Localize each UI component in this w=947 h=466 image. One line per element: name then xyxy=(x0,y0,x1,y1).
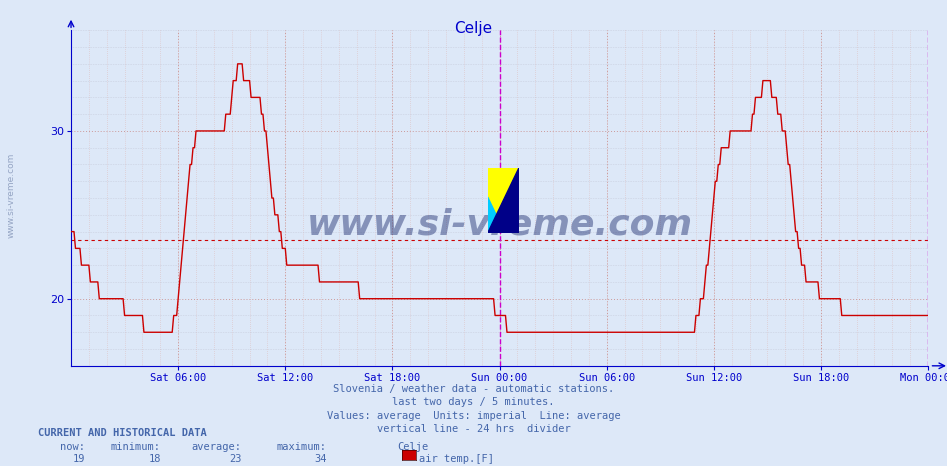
Text: Values: average  Units: imperial  Line: average: Values: average Units: imperial Line: av… xyxy=(327,411,620,420)
Text: www.si-vreme.com: www.si-vreme.com xyxy=(307,208,692,242)
Text: 34: 34 xyxy=(314,454,327,464)
Text: now:: now: xyxy=(61,442,85,452)
Text: 19: 19 xyxy=(73,454,85,464)
Text: average:: average: xyxy=(191,442,241,452)
Polygon shape xyxy=(488,168,519,233)
Text: maximum:: maximum: xyxy=(277,442,327,452)
Polygon shape xyxy=(488,197,505,233)
Text: www.si-vreme.com: www.si-vreme.com xyxy=(7,153,16,239)
Text: air temp.[F]: air temp.[F] xyxy=(419,454,493,464)
Polygon shape xyxy=(488,168,519,233)
Text: Slovenia / weather data - automatic stations.: Slovenia / weather data - automatic stat… xyxy=(333,384,614,394)
Text: Celje: Celje xyxy=(398,442,429,452)
Text: 18: 18 xyxy=(149,454,161,464)
Text: CURRENT AND HISTORICAL DATA: CURRENT AND HISTORICAL DATA xyxy=(38,428,206,438)
Text: minimum:: minimum: xyxy=(111,442,161,452)
Text: last two days / 5 minutes.: last two days / 5 minutes. xyxy=(392,397,555,407)
Text: 23: 23 xyxy=(229,454,241,464)
Text: vertical line - 24 hrs  divider: vertical line - 24 hrs divider xyxy=(377,424,570,433)
Text: Celje: Celje xyxy=(455,21,492,36)
